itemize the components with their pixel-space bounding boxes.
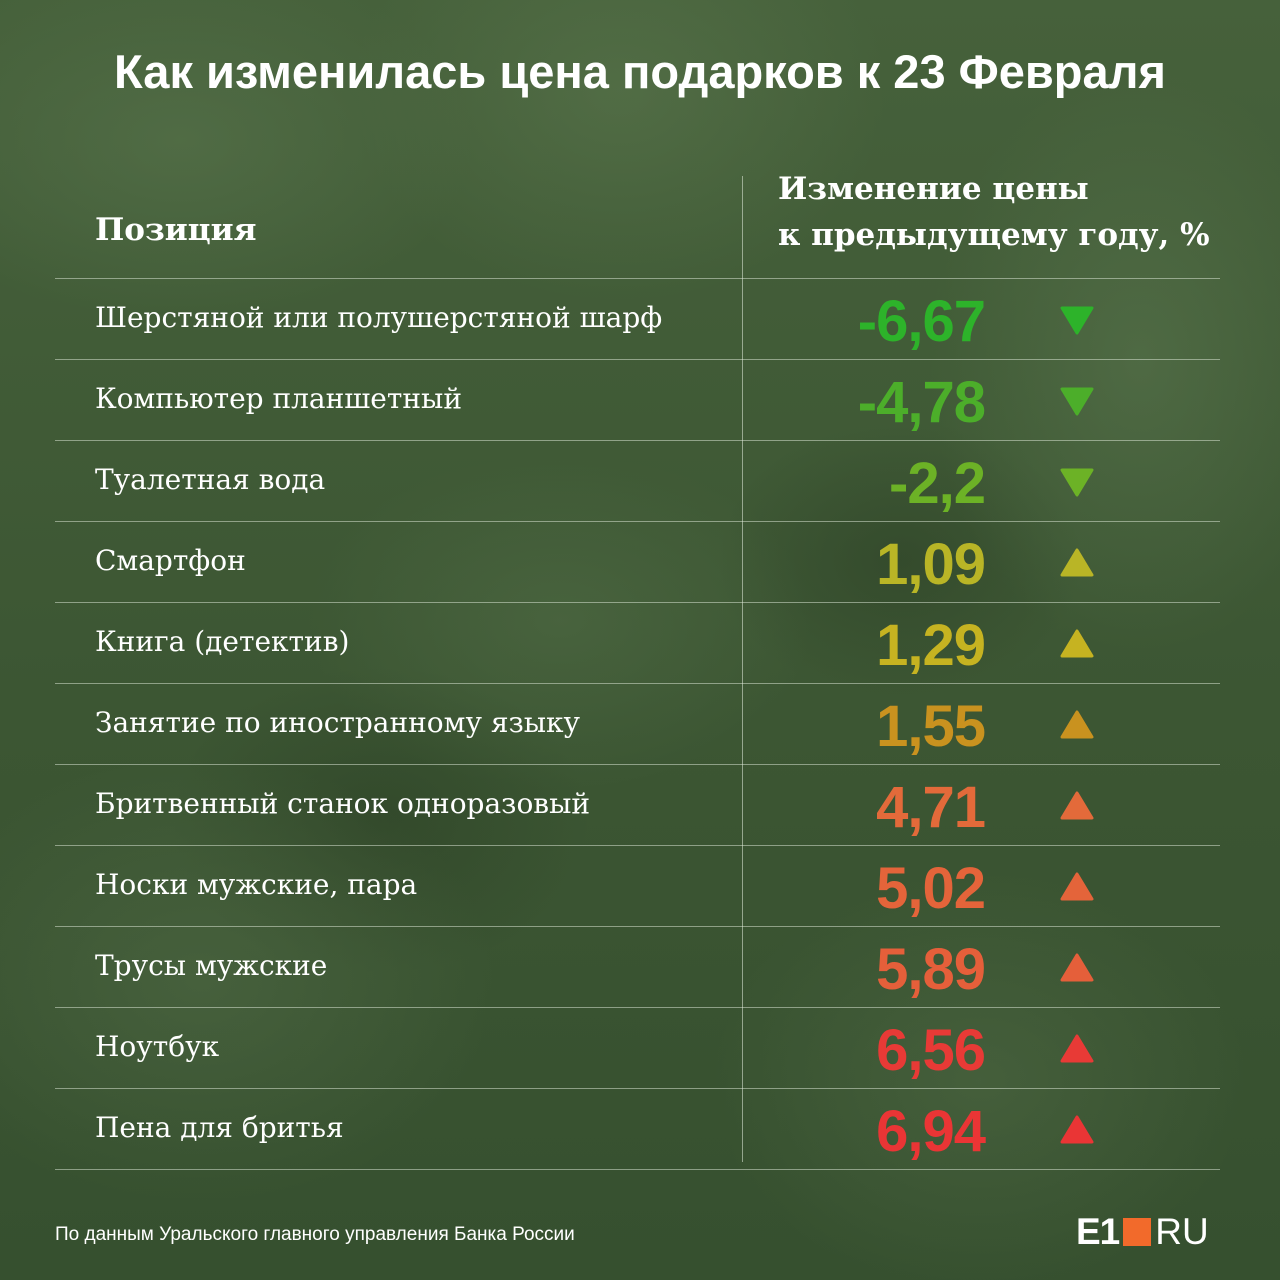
row-label: Ноутбук <box>95 1030 220 1063</box>
triangle-up-icon <box>1060 1115 1094 1144</box>
table-row: Смартфон 1,09 <box>55 521 1220 602</box>
logo-e1-text: E1 <box>1076 1211 1120 1252</box>
row-value: -2,2 <box>889 451 986 516</box>
triangle-down-icon <box>1060 306 1094 335</box>
table-row: Трусы мужские 5,89 <box>55 926 1220 1007</box>
row-label: Шерстяной или полушерстяной шарф <box>95 301 663 334</box>
triangle-up-icon <box>1060 548 1094 577</box>
table-row: Компьютер планшетный -4,78 <box>55 359 1220 440</box>
row-value: 5,89 <box>876 937 986 1002</box>
row-value: 4,71 <box>876 775 986 840</box>
row-label: Бритвенный станок одноразовый <box>95 787 591 820</box>
table-row: Книга (детектив) 1,29 <box>55 602 1220 683</box>
row-value: -4,78 <box>857 370 986 435</box>
triangle-down-icon <box>1060 468 1094 497</box>
table-row: Туалетная вода -2,2 <box>55 440 1220 521</box>
table-row: Шерстяной или полушерстяной шарф -6,67 <box>55 278 1220 359</box>
triangle-up-icon <box>1060 953 1094 982</box>
triangle-up-icon <box>1060 791 1094 820</box>
header-change: Изменение цены к предыдущему году, % <box>778 166 1218 258</box>
triangle-up-icon <box>1060 710 1094 739</box>
triangle-up-icon <box>1060 629 1094 658</box>
logo-ru-text: RU <box>1155 1211 1209 1252</box>
price-change-table: Шерстяной или полушерстяной шарф -6,67 Ком… <box>55 278 1220 1170</box>
table-row: Бритвенный станок одноразовый 4,71 <box>55 764 1220 845</box>
column-divider <box>742 176 743 1162</box>
row-label: Смартфон <box>95 544 246 577</box>
row-value: 1,09 <box>876 532 986 597</box>
row-value: -6,67 <box>857 289 986 354</box>
header-change-line2: к предыдущему году, % <box>778 217 1210 253</box>
row-label: Носки мужские, пара <box>95 868 418 901</box>
header-change-line1: Изменение цены <box>778 171 1089 207</box>
row-value: 5,02 <box>876 856 986 921</box>
row-value: 1,29 <box>876 613 986 678</box>
table-row: Ноутбук 6,56 <box>55 1007 1220 1088</box>
header-position: Позиция <box>95 212 257 248</box>
source-note: По данным Уральского главного управления… <box>55 1224 575 1245</box>
row-label: Книга (детектив) <box>95 625 350 658</box>
row-value: 6,56 <box>876 1018 986 1083</box>
table-row: Занятие по иностранному языку 1,55 <box>55 683 1220 764</box>
triangle-up-icon <box>1060 872 1094 901</box>
row-label: Компьютер планшетный <box>95 382 462 415</box>
row-value: 1,55 <box>876 694 986 759</box>
row-label: Занятие по иностранному языку <box>95 706 581 739</box>
e1-logo: E1 RU <box>1076 1211 1209 1252</box>
triangle-down-icon <box>1060 387 1094 416</box>
page-title: Как изменилась цена подарков к 23 Феврал… <box>114 45 1166 98</box>
table-row: Пена для бритья 6,94 <box>55 1088 1220 1170</box>
logo-square-icon <box>1123 1218 1152 1246</box>
row-label: Трусы мужские <box>95 949 328 982</box>
table-row: Носки мужские, пара 5,02 <box>55 845 1220 926</box>
triangle-up-icon <box>1060 1034 1094 1063</box>
row-label: Пена для бритья <box>95 1111 344 1144</box>
row-label: Туалетная вода <box>95 463 326 496</box>
row-value: 6,94 <box>876 1099 986 1164</box>
